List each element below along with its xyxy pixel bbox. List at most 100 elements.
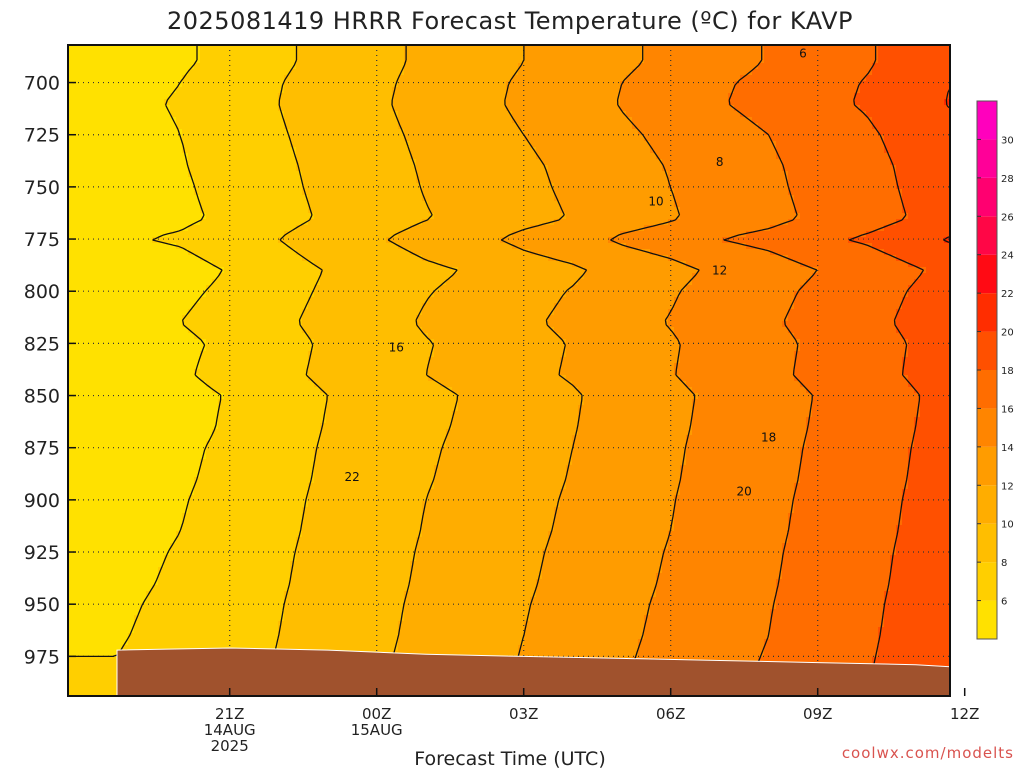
temperature-cell [350,129,357,136]
temperature-cell [368,141,375,148]
temperature-cell [776,243,783,250]
temperature-cell [680,99,687,106]
temperature-cell [626,69,633,76]
temperature-cell [680,45,687,52]
temperature-cell [206,93,213,100]
temperature-cell [482,183,489,190]
temperature-cell [632,237,639,244]
temperature-cell [158,135,165,142]
temperature-cell [128,219,135,226]
temperature-cell [218,219,225,226]
temperature-cell [308,219,315,226]
temperature-cell [182,87,189,94]
temperature-cell [278,177,285,184]
temperature-cell [776,165,783,172]
temperature-cell [260,213,267,220]
temperature-cell [476,207,483,214]
temperature-cell [620,75,627,82]
temperature-cell [494,87,501,94]
temperature-cell [488,237,495,244]
temperature-cell [824,159,831,166]
temperature-cell [872,213,879,220]
temperature-cell [926,93,933,100]
temperature-cell [122,231,129,238]
temperature-cell [584,201,591,208]
temperature-cell [446,117,453,124]
temperature-cell [758,201,765,208]
temperature-cell [536,213,543,220]
temperature-cell [230,189,237,196]
temperature-cell [626,99,633,106]
temperature-cell [140,177,147,184]
temperature-cell [494,99,501,106]
temperature-cell [122,177,129,184]
temperature-cell [620,237,627,244]
temperature-cell [128,201,135,208]
temperature-cell [260,177,267,184]
temperature-cell [476,93,483,100]
temperature-cell [932,147,939,154]
temperature-cell [368,93,375,100]
temperature-cell [434,177,441,184]
temperature-cell [302,111,309,118]
temperature-cell [272,171,279,178]
temperature-cell [938,81,945,88]
temperature-cell [722,159,729,166]
temperature-cell [404,69,411,76]
temperature-cell [374,129,381,136]
temperature-cell [842,75,849,82]
temperature-cell [440,213,447,220]
temperature-cell [758,123,765,130]
temperature-cell [926,213,933,220]
temperature-cell [74,201,81,208]
temperature-cell [740,207,747,214]
temperature-cell [158,171,165,178]
temperature-cell [806,99,813,106]
temperature-cell [590,117,597,124]
temperature-cell [566,165,573,172]
temperature-cell [782,141,789,148]
temperature-cell [272,99,279,106]
temperature-cell [872,111,879,118]
temperature-cell [446,171,453,178]
temperature-cell [332,141,339,148]
temperature-cell [650,81,657,88]
temperature-cell [788,129,795,136]
temperature-cell [254,63,261,70]
temperature-cell [206,75,213,82]
temperature-cell [656,237,663,244]
temperature-cell [764,111,771,118]
temperature-cell [236,243,243,250]
temperature-cell [374,231,381,238]
temperature-cell [764,165,771,172]
temperature-cell [224,99,231,106]
temperature-cell [764,177,771,184]
temperature-cell [716,231,723,238]
temperature-cell [800,81,807,88]
temperature-cell [920,177,927,184]
temperature-cell [836,69,843,76]
temperature-cell [920,171,927,178]
temperature-cell [506,57,513,64]
temperature-cell [74,141,81,148]
temperature-cell [446,189,453,196]
temperature-cell [80,213,87,220]
temperature-cell [674,69,681,76]
temperature-cell [638,87,645,94]
temperature-cell [452,243,459,250]
temperature-cell [674,117,681,124]
temperature-cell [116,183,123,190]
temperature-cell [224,87,231,94]
temperature-cell [104,99,111,106]
temperature-cell [398,237,405,244]
temperature-cell [542,183,549,190]
temperature-cell [686,225,693,232]
temperature-cell [368,237,375,244]
temperature-cell [410,195,417,202]
temperature-cell [290,111,297,118]
temperature-cell [668,243,675,250]
temperature-cell [584,219,591,226]
temperature-cell [638,153,645,160]
temperature-cell [344,141,351,148]
temperature-cell [344,189,351,196]
